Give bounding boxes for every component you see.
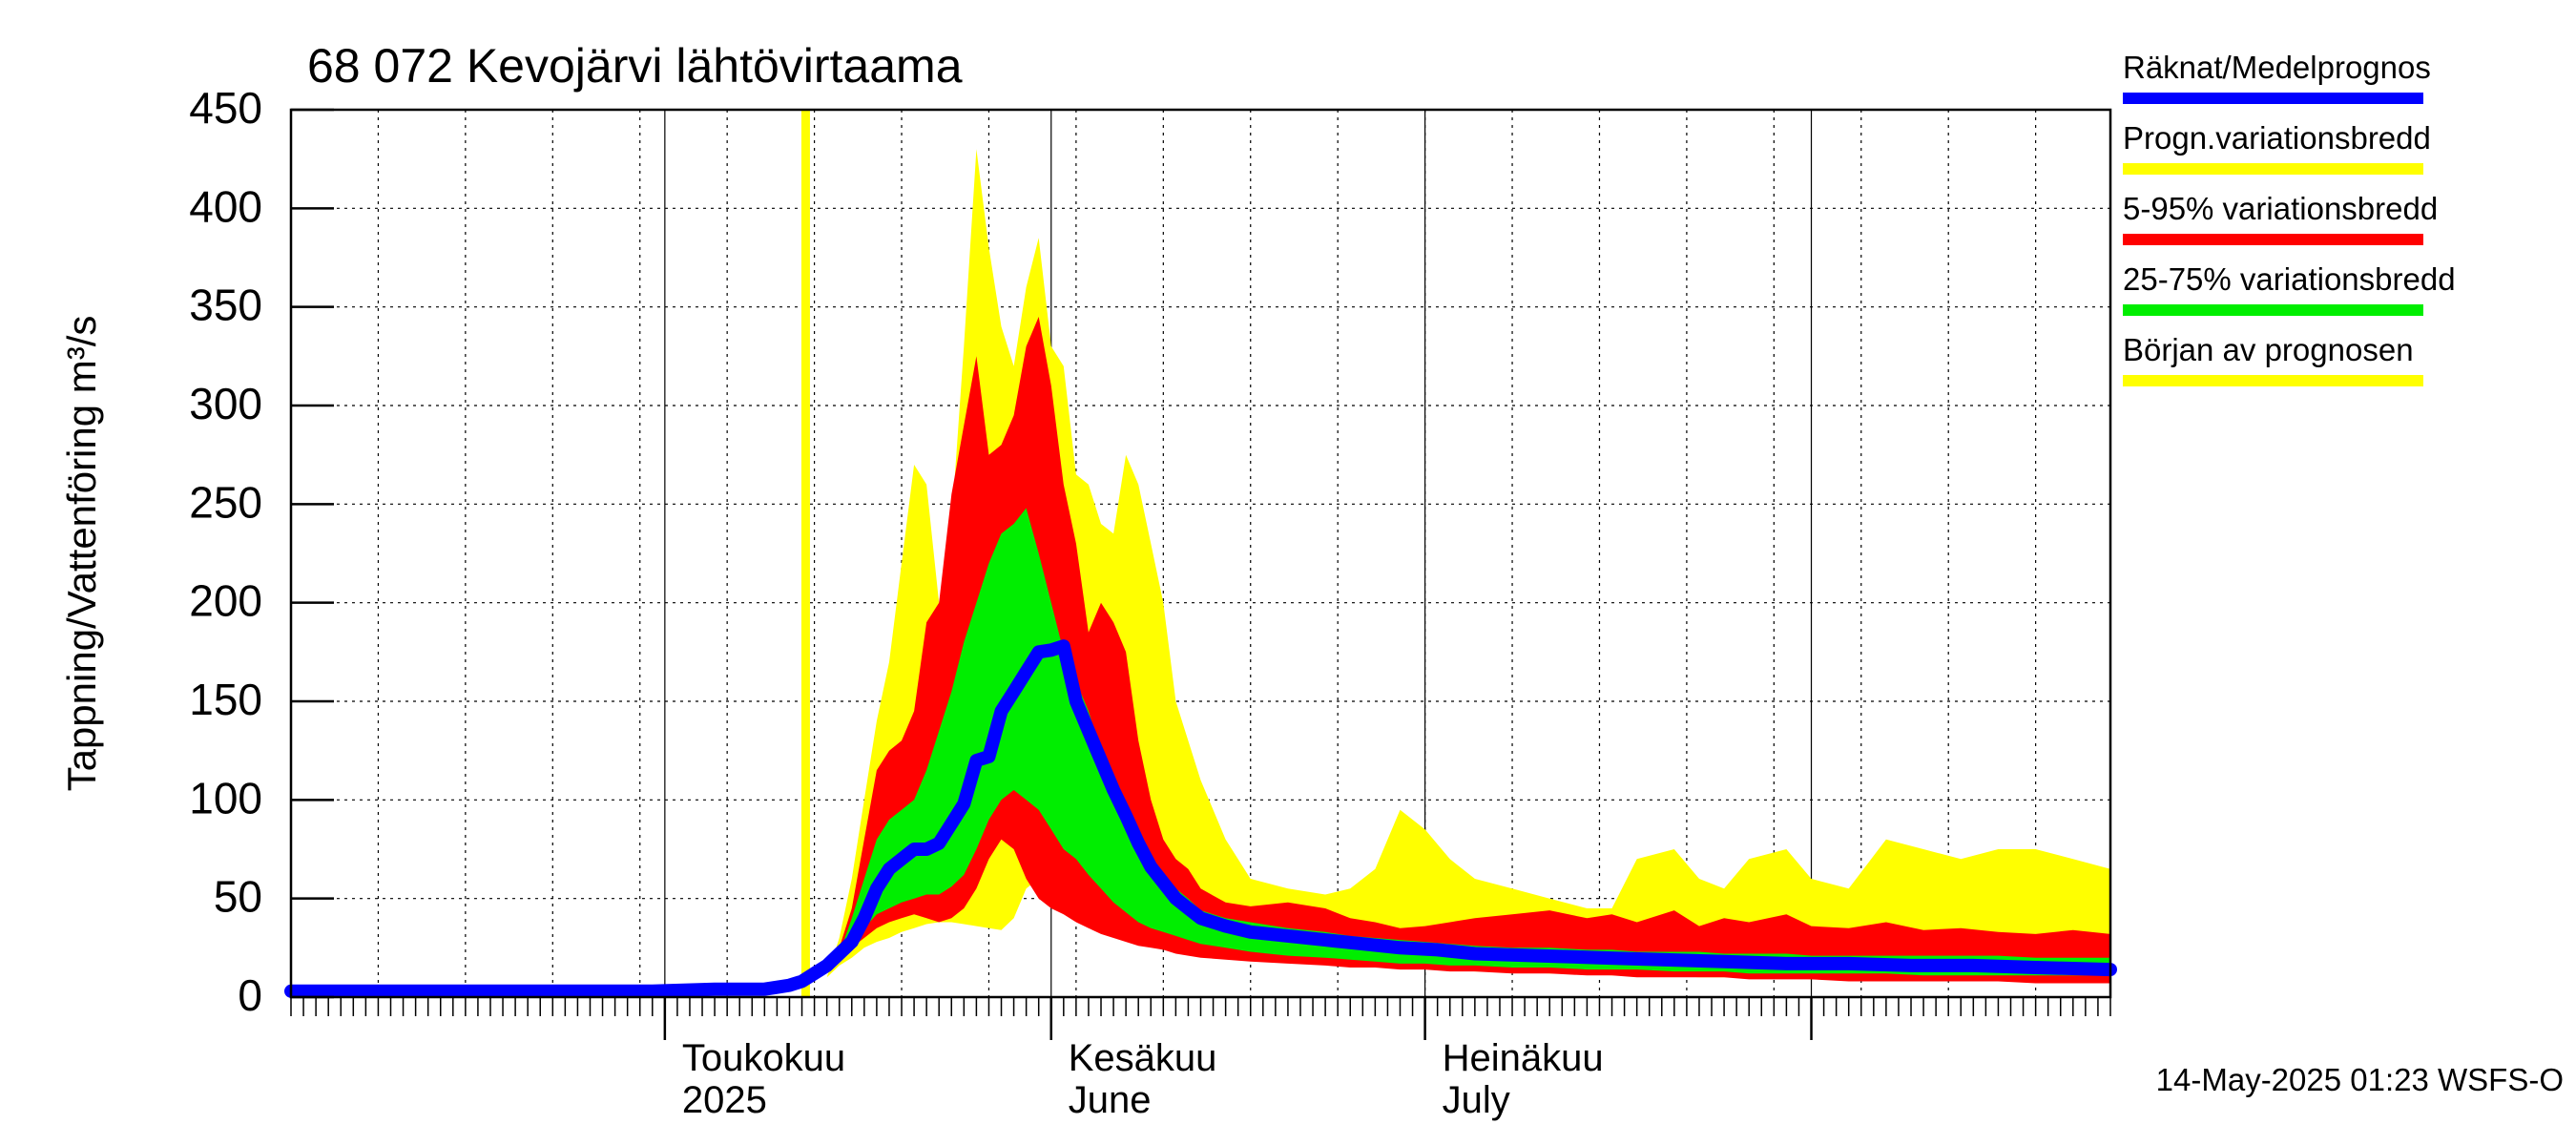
- grid: [291, 109, 2110, 998]
- x-month-sublabel: July: [1443, 1079, 1510, 1121]
- x-month-sublabel: June: [1069, 1079, 1152, 1121]
- chart-title: 68 072 Kevojärvi lähtövirtaama: [307, 39, 963, 93]
- y-tick-label: 150: [189, 675, 262, 724]
- y-tick-label: 400: [189, 181, 262, 231]
- legend-label: 25-75% variationsbredd: [2123, 261, 2456, 297]
- y-tick-label: 50: [214, 872, 262, 922]
- y-tick-label: 450: [189, 83, 262, 133]
- legend-label: Början av prognosen: [2123, 332, 2414, 367]
- y-axis-label: Tappning/Vattenföring m³/s: [59, 316, 104, 792]
- timestamp-footer: 14-May-2025 01:23 WSFS-O: [2156, 1062, 2564, 1097]
- y-tick-label: 300: [189, 379, 262, 428]
- y-tick-label: 350: [189, 281, 262, 330]
- x-month-sublabel: 2025: [682, 1079, 767, 1121]
- band-25-75-variationsbredd: [814, 508, 2110, 997]
- y-tick-label: 250: [189, 477, 262, 527]
- legend-swatch: [2123, 304, 2423, 316]
- legend-swatch: [2123, 375, 2423, 386]
- plot-frame: [289, 108, 2112, 999]
- forecast-bands: [814, 149, 2110, 998]
- legend-label: Räknat/Medelprognos: [2123, 50, 2431, 85]
- x-month-label: Kesäkuu: [1069, 1037, 1217, 1079]
- y-tick-label: 100: [189, 773, 262, 822]
- legend-label: Progn.variationsbredd: [2123, 120, 2431, 156]
- legend-swatch: [2123, 163, 2423, 175]
- mean-forecast-polyline: [284, 639, 2117, 998]
- y-tick-label: 200: [189, 576, 262, 626]
- legend-swatch: [2123, 93, 2423, 104]
- y-tick-label: 0: [238, 970, 262, 1020]
- legend: Räknat/Medelprognos Progn.variationsbredd…: [2123, 50, 2456, 386]
- x-month-label: Heinäkuu: [1443, 1037, 1604, 1079]
- legend-swatch: [2123, 234, 2423, 245]
- legend-label: 5-95% variationsbredd: [2123, 191, 2438, 226]
- x-month-label: Toukokuu: [682, 1037, 845, 1079]
- mean-forecast-line: [284, 639, 2117, 998]
- band-5-95-variationsbredd: [814, 317, 2110, 997]
